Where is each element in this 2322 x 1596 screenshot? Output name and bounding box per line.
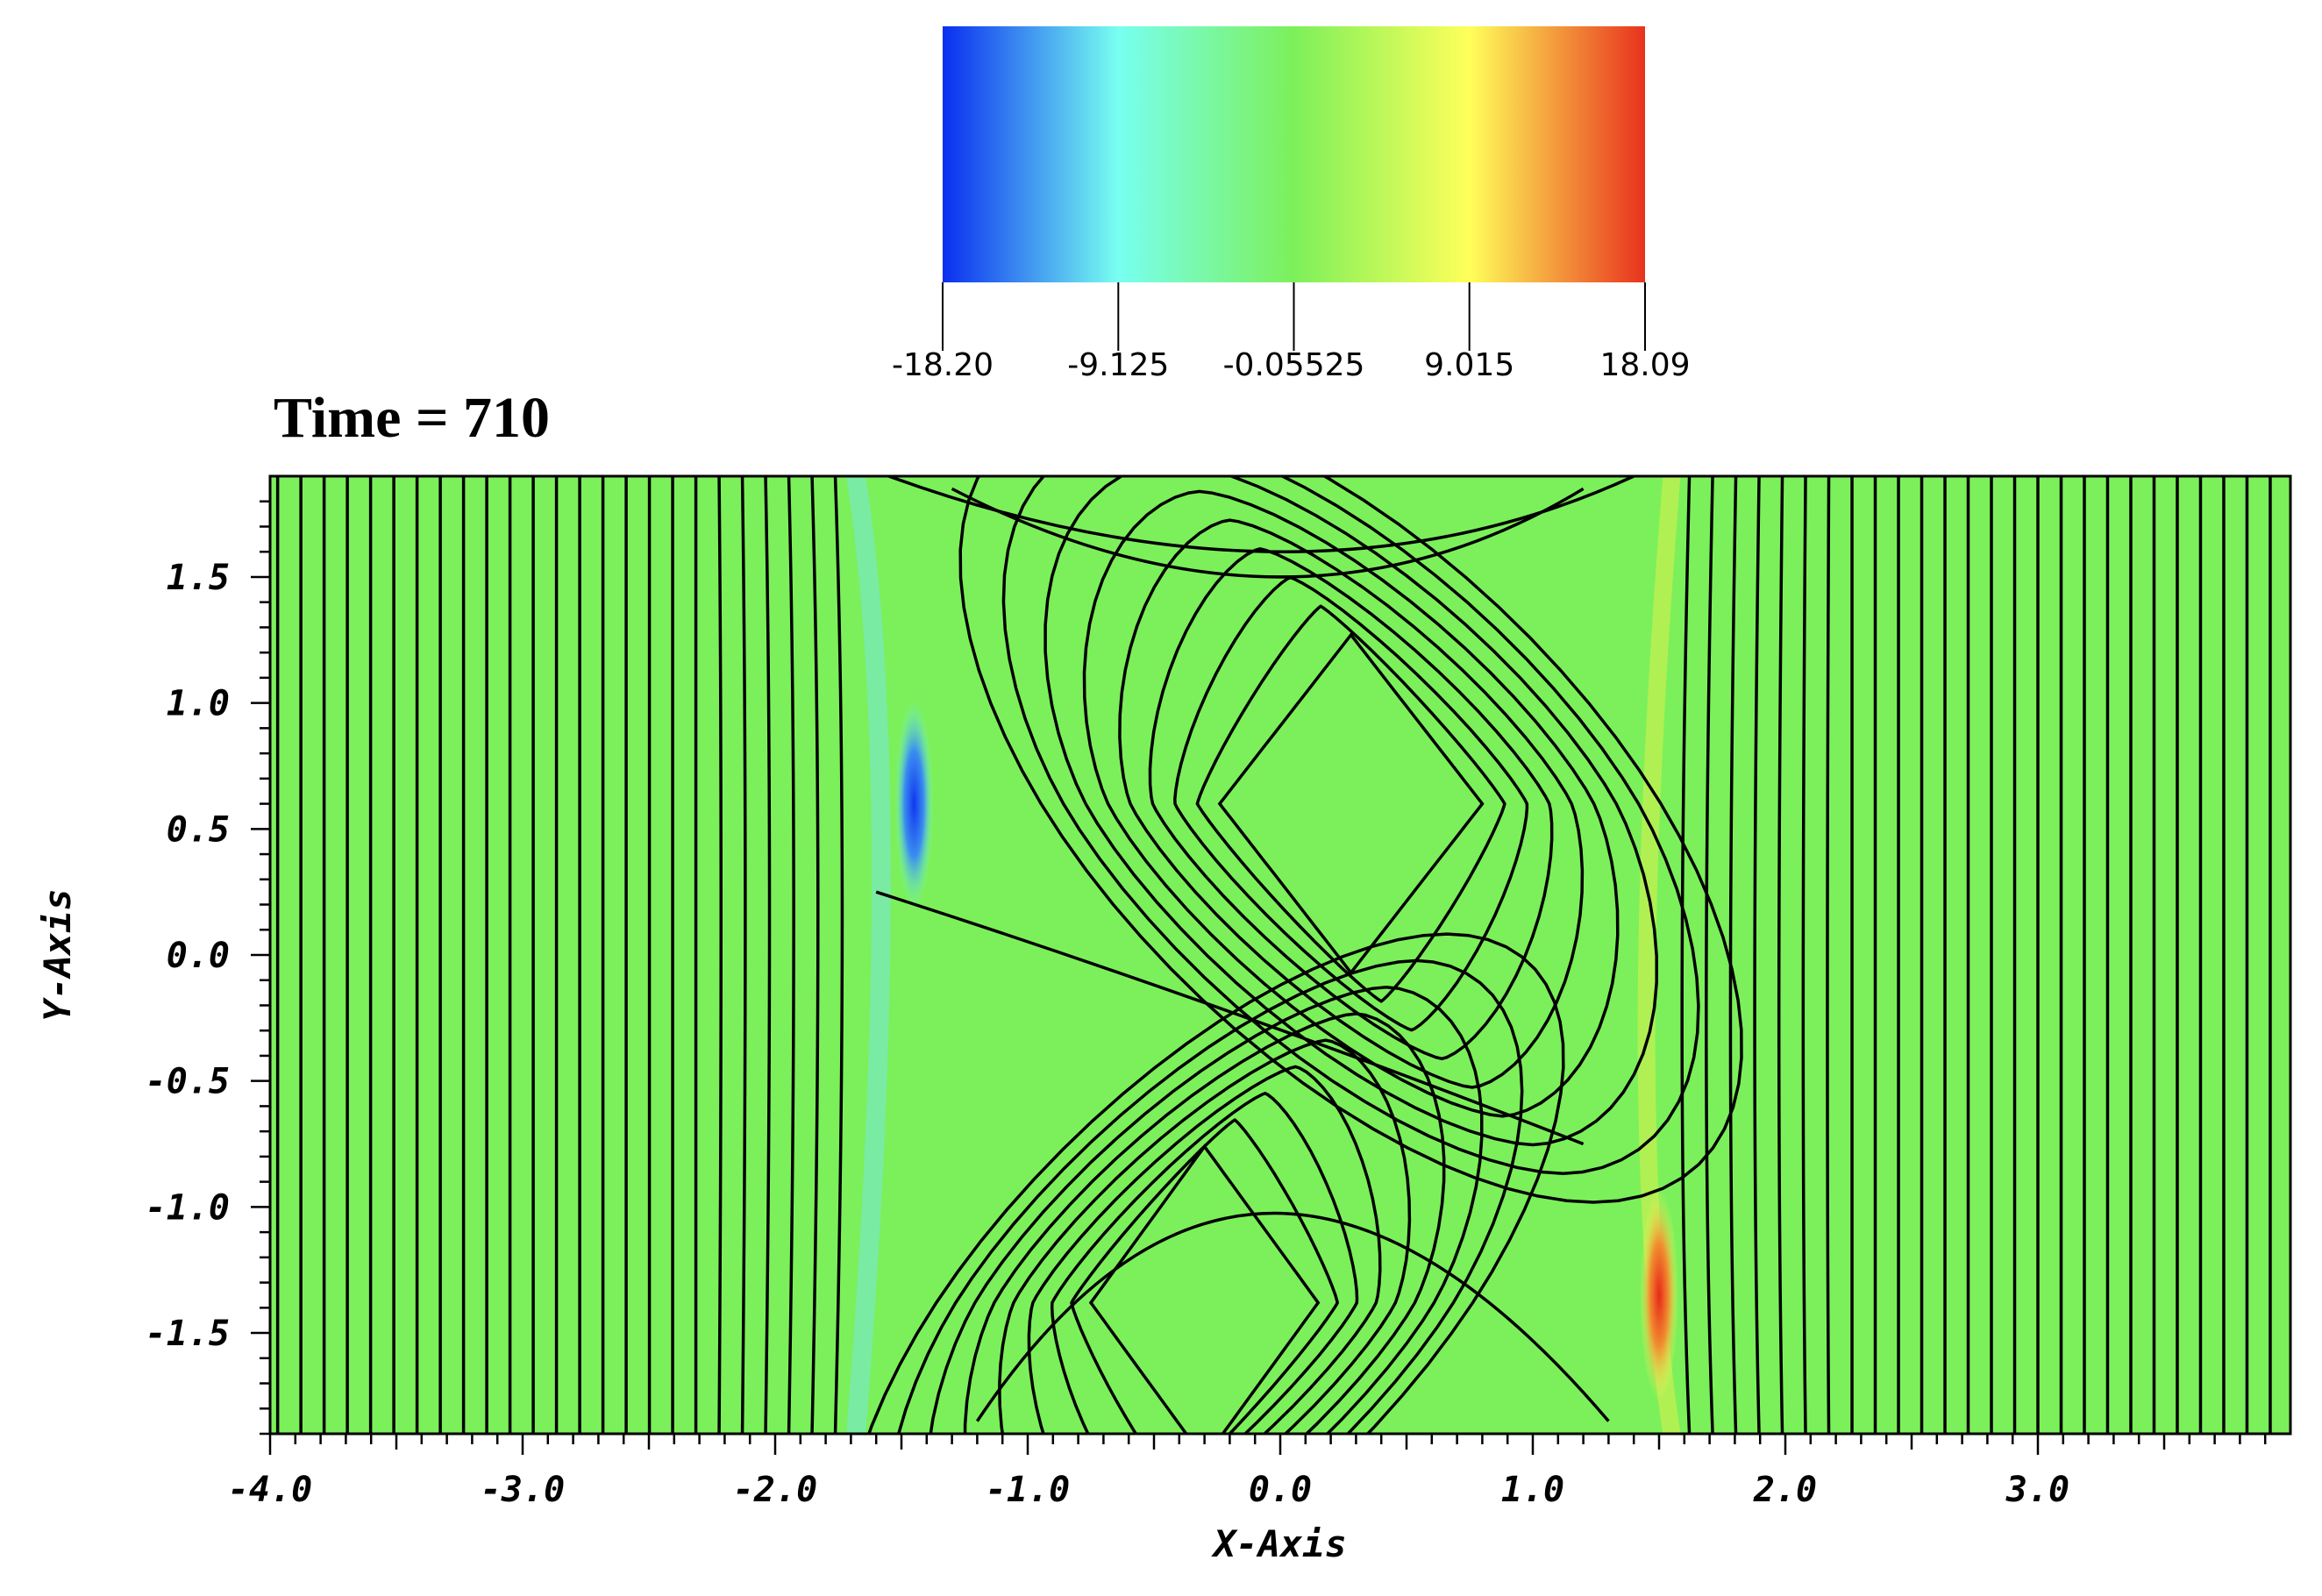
x-tick-label: -1.0 (986, 1470, 1070, 1510)
vortex-contour (1070, 1117, 1340, 1434)
colorbar-tick-label: -9.125 (1067, 347, 1169, 383)
field-features (846, 476, 1681, 1434)
vortex-contour (867, 932, 1565, 1434)
contour-line (1705, 476, 1714, 1434)
plot-background (270, 476, 2290, 1434)
vortex-contour (1043, 476, 1658, 1147)
y-axis-title: Y-Axis (36, 888, 79, 1022)
contour-line (1826, 476, 1831, 1434)
vortex-contour (998, 1038, 1412, 1434)
colorbar-tick-label: -0.05525 (1223, 347, 1365, 383)
contour-line (764, 476, 772, 1434)
vortex-contour (896, 958, 1524, 1434)
y-axis: 1.5 1.0 0.5 0.0 -0.5 -1.0 -1.5 (146, 500, 270, 1436)
contour-line (833, 476, 844, 1434)
contour-line (810, 476, 820, 1434)
colorbar-gradient (943, 26, 1645, 282)
x-tick-label: -3.0 (481, 1470, 565, 1510)
contour-line (975, 1212, 1610, 1422)
plot-area: -4.0 -3.0 -2.0 -1.0 0.0 1.0 2.0 3.0 1.5 1.0 0.5 0.… (146, 474, 2292, 1510)
contour-line (740, 476, 747, 1434)
x-tick-label: -2.0 (733, 1470, 817, 1510)
x-tick-label: 0.0 (1249, 1470, 1312, 1510)
vortex-contour (1088, 1144, 1321, 1434)
y-tick-label: 0.5 (167, 809, 230, 850)
vortex-contour (963, 1012, 1446, 1434)
maximum-blob (1640, 1189, 1678, 1400)
x-tick-label: 1.0 (1501, 1470, 1564, 1510)
vortex-contour (1173, 575, 1529, 1032)
x-tick-label: -4.0 (228, 1470, 312, 1510)
vortex-contour (1195, 604, 1506, 1003)
separatrix-tint-left (846, 476, 891, 1434)
colorbar-tick-label: 9.015 (1424, 347, 1514, 383)
contour-line (875, 890, 1585, 1146)
contour-line (1728, 476, 1738, 1434)
colorbar: -18.20 -9.125 -0.05525 9.015 18.09 (892, 26, 1691, 383)
contour-line (1777, 476, 1784, 1434)
vortex-contour (1001, 476, 1700, 1175)
contour-line (1680, 476, 1692, 1434)
y-tick-label: -1.0 (146, 1187, 230, 1228)
minimum-blob (894, 698, 934, 909)
colorbar-tick-label: -18.20 (892, 347, 994, 383)
y-tick-label: -0.5 (146, 1062, 230, 1102)
contour-line (787, 476, 795, 1434)
vortex-contour (958, 476, 1743, 1204)
contour-line (1801, 476, 1807, 1434)
contour-line (717, 476, 723, 1434)
colorbar-tick-label: 18.09 (1599, 347, 1690, 383)
x-tick-label: 2.0 (1753, 1470, 1817, 1510)
contour-line (1753, 476, 1761, 1434)
time-label: Time = 710 (274, 386, 550, 450)
y-tick-label: 1.0 (167, 684, 230, 724)
contour-line (888, 476, 1635, 553)
vortex-contour (1027, 1065, 1382, 1434)
vortex-contour (929, 985, 1484, 1434)
vortex-contour (1148, 546, 1554, 1061)
vortex-contour (1082, 489, 1620, 1118)
y-tick-label: -1.5 (146, 1314, 230, 1354)
y-tick-label: 0.0 (167, 936, 230, 976)
x-axis-title: X-Axis (1211, 1522, 1347, 1565)
contour-lines (275, 476, 2272, 1434)
vortex-contour (1050, 1091, 1359, 1434)
contour-line (694, 476, 699, 1434)
vortex-contour (1217, 632, 1485, 975)
contour-line (951, 487, 1585, 579)
x-tick-label: 3.0 (2005, 1470, 2069, 1510)
x-axis: -4.0 -3.0 -2.0 -1.0 0.0 1.0 2.0 3.0 (228, 1434, 2267, 1510)
colorbar-ticks: -18.20 -9.125 -0.05525 9.015 18.09 (892, 282, 1691, 383)
vortex-contour (1118, 518, 1585, 1089)
y-tick-label: 1.5 (167, 558, 230, 598)
